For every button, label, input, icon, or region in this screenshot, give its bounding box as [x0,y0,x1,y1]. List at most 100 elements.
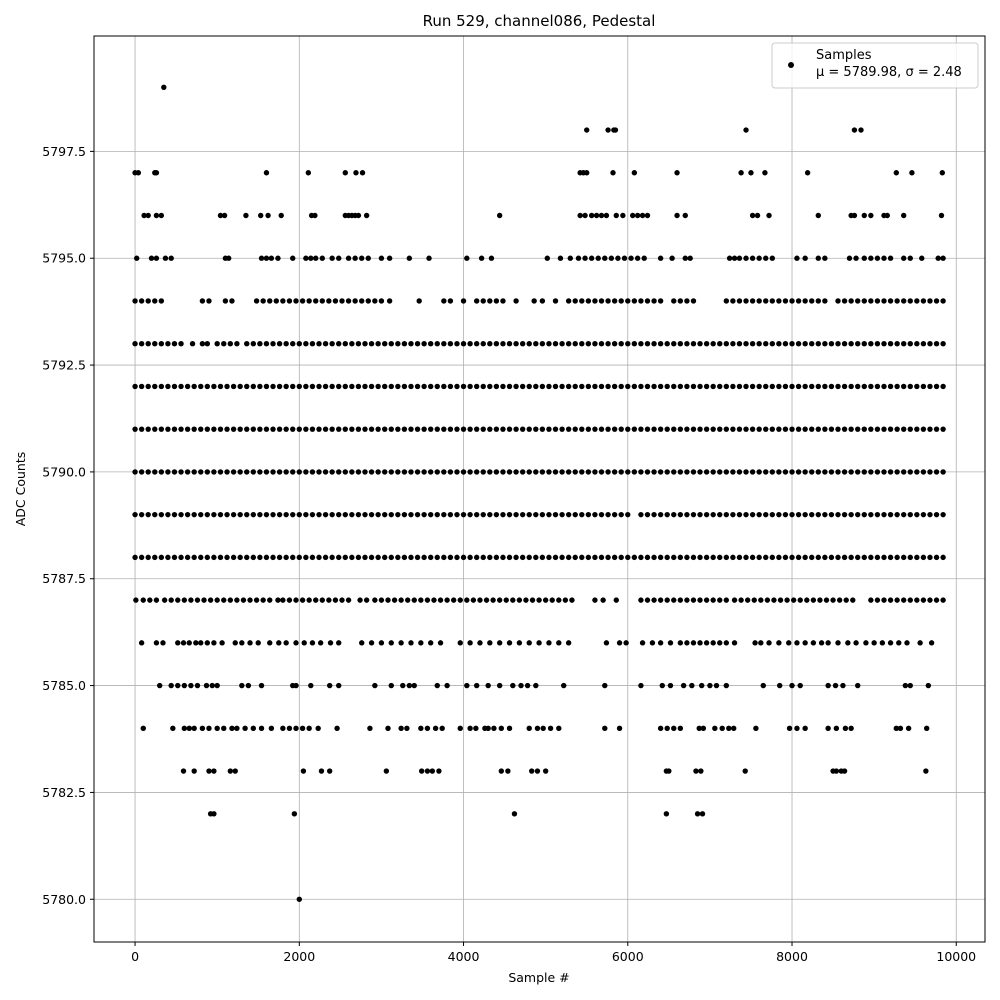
data-point [467,640,473,646]
data-point [769,340,776,347]
data-point [519,383,526,390]
data-point [382,554,388,561]
data-point [526,340,532,347]
data-point [388,511,394,518]
data-point [562,597,569,603]
data-point [603,212,610,219]
data-point [518,682,524,689]
data-point [736,554,743,561]
data-point [188,682,194,689]
data-point [516,597,523,603]
data-point [726,255,733,261]
data-point [901,298,907,304]
data-point [293,725,299,732]
data-point [618,298,624,304]
data-point [730,426,736,432]
data-point [738,597,744,603]
data-point [487,469,493,475]
data-point [153,212,160,219]
data-point [477,597,483,603]
data-point [717,640,723,646]
data-point [138,554,145,561]
data-point [181,725,188,732]
data-point [464,255,470,261]
data-point [605,383,611,390]
data-point [165,383,171,390]
data-point [861,212,867,219]
data-point [848,511,854,518]
data-point [199,725,206,732]
data-point [731,255,738,261]
data-point [411,597,417,603]
data-point [893,725,900,732]
data-point [832,682,839,689]
data-point [533,383,539,390]
data-point [382,426,388,432]
data-point [368,426,375,432]
data-point [651,426,657,432]
data-point [395,383,401,390]
data-point [158,212,165,219]
data-point [925,682,932,689]
data-point [308,255,314,261]
data-point [756,383,762,390]
data-point [611,298,618,304]
data-point [572,511,578,518]
data-point [250,554,257,561]
data-point [352,298,358,304]
data-point [245,682,252,689]
data-point [275,597,281,603]
data-point [427,511,434,518]
data-point [887,640,894,646]
data-point [178,383,184,390]
data-point [290,340,296,347]
data-point [317,640,324,646]
data-point [441,426,447,432]
data-point [487,298,493,304]
data-point [677,725,684,732]
data-point [278,212,284,219]
data-point [828,554,835,561]
data-point [513,298,519,304]
data-point [769,255,776,261]
data-point [887,511,894,518]
data-point [818,640,825,646]
data-point [894,597,900,603]
data-point [769,554,776,561]
data-point [851,212,858,219]
data-point [312,212,318,219]
data-point [835,554,841,561]
data-point [789,383,795,390]
data-point [939,170,945,176]
data-point [879,640,886,646]
data-point [158,298,165,304]
data-point [749,511,756,518]
data-point [907,340,913,347]
data-point [628,255,634,261]
data-point [579,340,585,347]
data-point [639,640,646,646]
data-point [940,597,946,603]
data-point [618,511,624,518]
data-point [703,340,710,347]
data-point [286,725,293,732]
data-point [189,340,196,347]
data-point [664,725,670,732]
data-point [434,554,440,561]
data-point [579,554,585,561]
data-point [744,597,751,603]
data-point [303,255,309,261]
data-point [132,383,138,390]
data-point [434,426,440,432]
data-point [253,597,260,603]
data-point [160,640,166,646]
x-axis-ticks: 0 2000 4000 6000 8000 10000 [131,942,976,964]
data-point [835,426,841,432]
data-point [227,597,234,603]
data-point [625,511,631,518]
data-point [861,340,867,347]
data-point [290,255,296,261]
data-point [207,597,214,603]
data-point [206,298,212,304]
data-point [763,469,769,475]
